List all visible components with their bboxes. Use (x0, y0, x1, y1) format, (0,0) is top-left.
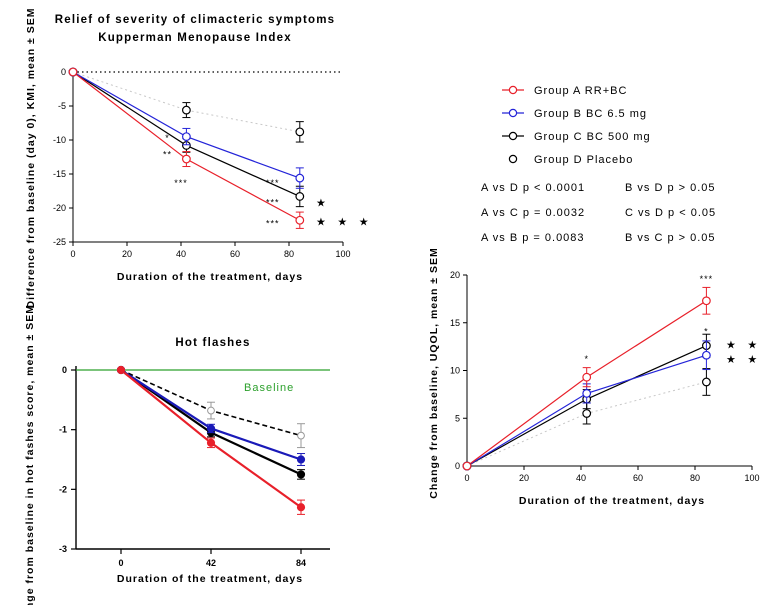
uqol-y-tick-label: 10 (450, 366, 460, 376)
stat-a-vs-c: A vs C p = 0.0032 (481, 207, 585, 219)
kmi-significance-label: *** (174, 178, 188, 188)
uqol-x-tick-label: 40 (576, 473, 586, 483)
kmi-y-tick-label: -20 (53, 203, 66, 213)
kmi-series-line-group-d (72, 71, 300, 133)
uqol-point-group-a (582, 372, 592, 382)
hot-flashes-x-tick-label: 0 (118, 558, 123, 568)
uqol-x-axis-label: Duration of the treatment, days (519, 495, 705, 507)
uqol-significance-label: *** (700, 274, 714, 284)
hot-flashes-point-group-a (206, 438, 216, 447)
kmi-point-group-c (295, 192, 305, 201)
hot-flashes-baseline-label: Baseline (244, 382, 294, 394)
kmi-point-group-d (295, 127, 305, 137)
kmi-chart: Relief of severity of climacteric sympto… (25, 8, 373, 309)
kmi-x-tick-label: 100 (335, 249, 350, 259)
kmi-significance-label: *** (266, 198, 280, 208)
stat-b-vs-d: B vs D p > 0.05 (625, 182, 716, 194)
uqol-y-tick-label: 5 (455, 413, 460, 423)
kmi-x-tick-label: 60 (230, 249, 240, 259)
kmi-y-tick-label: 0 (61, 67, 66, 77)
uqol-x-tick-label: 0 (464, 473, 469, 483)
stat-b-vs-c: B vs C p > 0.05 (625, 232, 716, 244)
hot-flashes-point-group-a (296, 503, 306, 512)
kmi-point-group-a (68, 67, 78, 77)
legend-label-group-c: Group C BC 500 mg (534, 131, 651, 143)
kmi-y-tick-label: -5 (58, 101, 66, 111)
hot-flashes-chart-title: Hot flashes (175, 337, 250, 349)
hot-flashes-point-group-d (207, 406, 215, 415)
hot-flashes-chart: Hot flashes Duration of the treatment, d… (24, 304, 330, 605)
uqol-point-group-d (702, 377, 711, 387)
hot-flashes-point-group-b (296, 455, 306, 464)
stat-a-vs-b: A vs B p = 0.0083 (481, 232, 585, 244)
legend-item-group-a: Group A RR+BC (502, 85, 627, 97)
kmi-significance-label: * (165, 133, 170, 143)
kmi-point-group-a (181, 154, 191, 164)
uqol-x-tick-label: 20 (519, 473, 529, 483)
uqol-chart: Duration of the treatment, days Change f… (428, 247, 761, 507)
uqol-significance-label: * (584, 354, 589, 364)
kmi-point-group-b (295, 173, 305, 183)
kmi-x-tick-label: 0 (70, 249, 75, 259)
uqol-x-tick-label: 60 (633, 473, 643, 483)
hot-flashes-point-group-d (297, 431, 305, 440)
uqol-significance-stars: ★ ★ (726, 339, 761, 352)
hot-flashes-y-axis-label: Change from baseline in hot fashes score… (24, 304, 36, 605)
kmi-y-axis-label: Difference from baseline (day 0), KMI, m… (25, 8, 37, 309)
legend-label-group-d: Group D Placebo (534, 154, 633, 166)
hot-flashes-x-tick-label: 42 (206, 558, 216, 568)
hot-flashes-point-group-b (206, 424, 216, 433)
hot-flashes-y-tick-label: 0 (62, 365, 67, 375)
kmi-point-group-a (295, 215, 305, 225)
uqol-point-group-b (702, 350, 711, 360)
hot-flashes-point-group-a (116, 365, 126, 375)
kmi-point-group-b (181, 132, 191, 142)
hot-flashes-x-axis-label: Duration of the treatment, days (117, 573, 303, 585)
legend-label-group-b: Group B BC 6.5 mg (534, 108, 647, 120)
kmi-point-group-d (181, 105, 191, 115)
legend: Group A RR+BC Group B BC 6.5 mg Group C … (502, 85, 651, 166)
uqol-x-tick-label: 80 (690, 473, 700, 483)
kmi-x-tick-label: 20 (122, 249, 132, 259)
uqol-point-group-a (702, 296, 711, 306)
kmi-y-tick-label: -25 (53, 237, 66, 247)
kmi-chart-title: Relief of severity of climacteric sympto… (55, 14, 336, 26)
uqol-x-tick-label: 100 (744, 473, 759, 483)
legend-item-group-c: Group C BC 500 mg (502, 131, 651, 143)
kmi-y-tick-label: -15 (53, 169, 66, 179)
kmi-significance-label: *** (266, 178, 280, 188)
kmi-chart-subtitle: Kupperman Menopause Index (98, 32, 292, 44)
stat-c-vs-d: C vs D p < 0.05 (625, 207, 716, 219)
kmi-x-tick-label: 40 (176, 249, 186, 259)
hot-flashes-y-tick-label: -1 (59, 425, 67, 435)
kmi-x-axis-label: Duration of the treatment, days (117, 271, 303, 283)
kmi-significance-label: *** (266, 219, 280, 229)
kmi-significance-label: ** (163, 149, 172, 159)
hot-flashes-y-tick-label: -2 (59, 484, 67, 494)
hot-flashes-y-tick-label: -3 (59, 544, 67, 554)
uqol-y-axis-label: Change from baseline, UQOL, mean ± SEM (428, 247, 440, 498)
stats-panel: A vs D p < 0.0001 B vs D p > 0.05 A vs C… (481, 182, 716, 244)
legend-label-group-a: Group A RR+BC (534, 85, 627, 97)
uqol-point-group-b (582, 389, 592, 398)
kmi-y-tick-label: -10 (53, 135, 66, 145)
uqol-y-tick-label: 20 (450, 270, 460, 280)
hot-flashes-point-group-c (296, 470, 306, 479)
kmi-significance-stars: ★ ★ ★ (316, 216, 373, 229)
kmi-significance-stars: ★ (316, 197, 330, 210)
uqol-significance-stars: ★ ★ (726, 353, 761, 366)
uqol-y-tick-label: 0 (455, 461, 460, 471)
uqol-point-group-d (582, 409, 592, 418)
kmi-x-tick-label: 80 (284, 249, 294, 259)
uqol-point-group-a (462, 461, 472, 471)
hot-flashes-x-tick-label: 84 (296, 558, 306, 568)
legend-item-group-b: Group B BC 6.5 mg (502, 108, 647, 120)
stat-a-vs-d: A vs D p < 0.0001 (481, 182, 585, 194)
uqol-y-tick-label: 15 (450, 318, 460, 328)
legend-item-group-d: Group D Placebo (508, 154, 633, 166)
uqol-significance-label: * (704, 326, 709, 336)
